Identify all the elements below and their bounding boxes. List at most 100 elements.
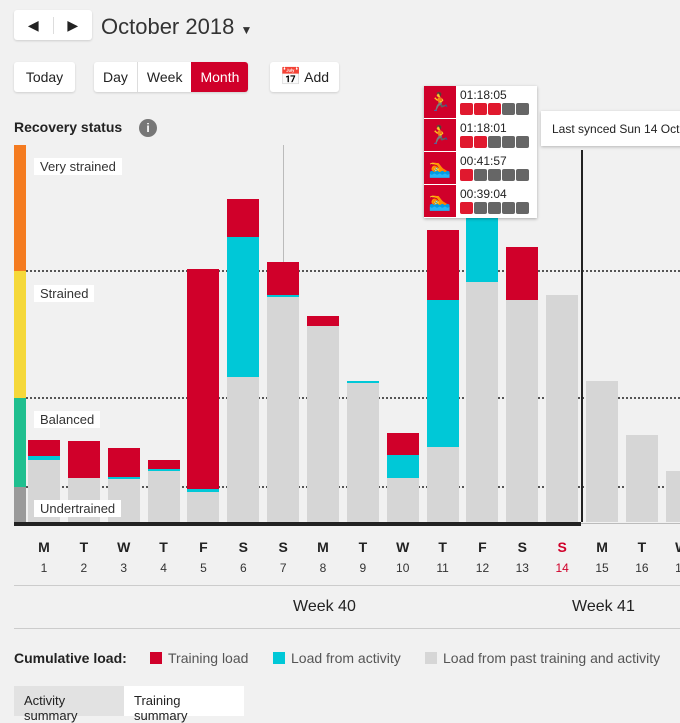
activity-tooltip: 🏃 01:18:05 🏃 01:18:01 🏊 00:41:57 🏊 00:39:04 — [424, 86, 537, 218]
bar-training-load[interactable] — [227, 198, 260, 237]
tab-week[interactable]: Week — [146, 69, 183, 85]
nav-arrows: ◀ ▶ — [14, 10, 92, 40]
day-label: S — [557, 539, 567, 555]
tab-month[interactable]: Month — [191, 62, 249, 92]
zone-label: Very strained — [34, 158, 122, 175]
bar-load-from-activity[interactable] — [28, 456, 60, 461]
day-label: T — [159, 539, 168, 555]
date-label: 17 — [675, 561, 680, 575]
bar-training-load[interactable] — [147, 460, 180, 470]
bar-load-from-past-training-and-activity[interactable] — [147, 471, 180, 522]
bar-load-from-activity[interactable] — [386, 454, 419, 478]
recovery-title: Recovery status — [14, 119, 123, 135]
activity-duration: 01:18:05 — [460, 88, 507, 102]
bar-training-load[interactable] — [426, 229, 459, 300]
prev-month-button[interactable]: ◀ — [14, 16, 54, 34]
day-label: W — [396, 539, 410, 555]
bar-load-from-past-training-and-activity[interactable] — [426, 446, 459, 522]
swimming-icon: 🏊 — [424, 152, 456, 184]
day-label: T — [79, 539, 89, 555]
bar-load-from-past-training-and-activity[interactable] — [307, 325, 340, 522]
legend-past-load: Load from past training and activity — [425, 650, 660, 666]
date-label: 12 — [475, 561, 490, 575]
calendar-add-icon: 📅 — [279, 67, 302, 86]
zone-label: Strained — [34, 285, 95, 302]
month-title: October 2018 — [101, 14, 235, 39]
legend-activity-load: Load from activity — [273, 650, 401, 666]
day-label: T — [438, 539, 447, 555]
bar-load-from-past-training-and-activity[interactable] — [586, 381, 619, 522]
bar-training-load[interactable] — [307, 315, 340, 326]
bar-load-from-past-training-and-activity[interactable] — [267, 296, 300, 522]
date-label: 4 — [160, 561, 167, 575]
date-label: 15 — [595, 561, 609, 575]
intensity-pips — [460, 136, 529, 148]
hover-line — [283, 145, 284, 265]
activity-entry[interactable]: 🏃 01:18:05 — [424, 86, 537, 119]
bar-load-from-past-training-and-activity[interactable] — [506, 299, 539, 522]
today-line — [581, 150, 584, 522]
date-label: 6 — [239, 561, 247, 575]
zone-strained-bar — [14, 270, 26, 398]
bar-training-load[interactable] — [386, 433, 419, 455]
tab-day[interactable]: Day — [94, 62, 138, 92]
activity-entry[interactable]: 🏊 00:41:57 — [424, 152, 537, 185]
bar-load-from-activity[interactable] — [426, 299, 459, 447]
bar-load-from-past-training-and-activity[interactable] — [346, 382, 379, 522]
bar-load-from-activity[interactable] — [466, 214, 499, 282]
tab-training-summary[interactable]: Training summary — [124, 686, 244, 723]
date-label: 7 — [279, 561, 287, 575]
activity-duration: 01:18:01 — [460, 121, 507, 135]
week-label: Week 40 — [293, 598, 356, 615]
bar-load-from-past-training-and-activity[interactable] — [546, 295, 579, 522]
bar-training-load[interactable] — [67, 440, 100, 478]
tab-activity-summary[interactable]: Activity summary — [14, 686, 124, 723]
date-label: 14 — [555, 561, 569, 575]
bar-load-from-activity[interactable] — [107, 477, 140, 479]
legend-training-load: Training load — [150, 650, 248, 666]
info-icon[interactable]: i — [139, 119, 157, 137]
month-selector[interactable]: October 2018 ▼ — [101, 14, 252, 40]
bar-load-from-past-training-and-activity[interactable] — [625, 434, 658, 522]
next-month-button[interactable]: ▶ — [67, 16, 79, 33]
legend-title: Cumulative load: — [14, 650, 127, 666]
bar-load-from-past-training-and-activity[interactable] — [386, 477, 419, 522]
swimming-icon: 🏊 — [424, 185, 456, 217]
activity-entry[interactable]: 🏃 01:18:01 — [424, 119, 537, 152]
view-switch: Day Week Month — [94, 62, 249, 92]
baseline-future — [581, 523, 680, 524]
bar-load-from-activity[interactable] — [267, 295, 300, 297]
bar-load-from-past-training-and-activity[interactable] — [187, 491, 220, 522]
today-button[interactable]: Today — [14, 62, 75, 92]
bar-load-from-past-training-and-activity[interactable] — [227, 376, 260, 522]
recovery-chart: M 1 T 2 W 3 T 4 F 5 S 6 S 7 M 8 T 9 W 10 T 11 F 12 S 13 S 14 M 15 T 16 W… — [14, 145, 680, 575]
caret-down-icon: ▼ — [240, 23, 253, 37]
zone-threshold-line — [26, 269, 680, 272]
week-divider-bottom — [14, 628, 680, 629]
activity-entry[interactable]: 🏊 00:39:04 — [424, 185, 537, 218]
intensity-pips — [460, 169, 529, 181]
zone-label: Undertrained — [34, 500, 122, 517]
bar-training-load[interactable] — [28, 440, 60, 457]
day-label: M — [596, 539, 608, 555]
day-label: F — [478, 539, 487, 555]
week-divider-top — [14, 585, 680, 586]
bar-load-from-activity[interactable] — [187, 488, 220, 492]
bar-load-from-past-training-and-activity[interactable] — [665, 471, 680, 522]
bar-load-from-activity[interactable] — [147, 469, 180, 472]
bar-training-load[interactable] — [267, 261, 300, 296]
day-label: M — [317, 539, 329, 555]
bar-training-load[interactable] — [187, 268, 220, 489]
bar-load-from-past-training-and-activity[interactable] — [466, 281, 499, 522]
bar-training-load[interactable] — [107, 448, 140, 478]
day-label: S — [238, 539, 248, 555]
day-label: W — [117, 539, 131, 555]
running-icon: 🏃 — [424, 86, 456, 118]
activity-duration: 00:41:57 — [460, 154, 507, 168]
bar-load-from-activity[interactable] — [346, 381, 379, 383]
add-button[interactable]: 📅 Add — [270, 62, 339, 92]
bar-training-load[interactable] — [506, 246, 539, 300]
bar-load-from-activity[interactable] — [227, 236, 260, 377]
zone-label: Balanced — [34, 411, 101, 428]
date-label: 2 — [80, 561, 88, 575]
